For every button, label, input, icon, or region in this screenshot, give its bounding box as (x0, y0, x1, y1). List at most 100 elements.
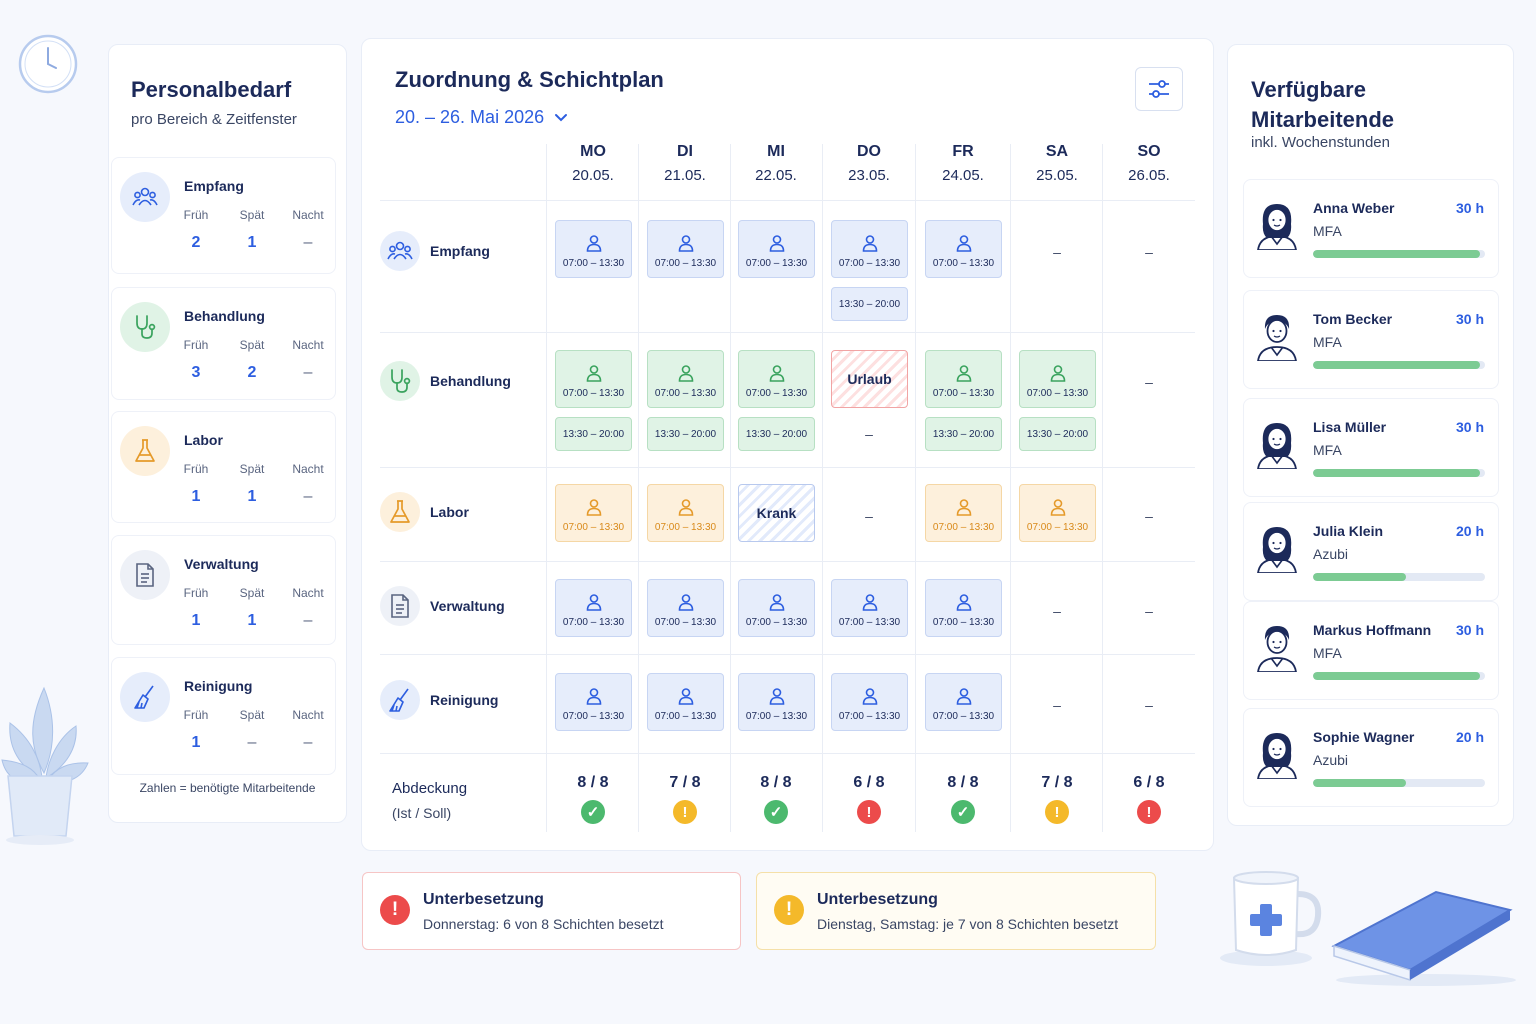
shift-slot[interactable]: 07:00 – 13:30 (555, 220, 632, 278)
employee-card[interactable]: Markus Hoffmann MFA 30 h (1243, 601, 1499, 700)
employee-hours: 20 h (1455, 523, 1484, 539)
employee-card[interactable]: Lisa Müller MFA 30 h (1243, 398, 1499, 497)
day-name: SA (1045, 143, 1069, 160)
shift-slot[interactable]: 07:00 – 13:30 (831, 220, 908, 278)
shift-slot[interactable]: 07:00 – 13:30 (647, 579, 724, 637)
check-circle-icon: ✓ (764, 800, 788, 824)
row-label-empfang: Empfang (380, 228, 490, 274)
shift-time: 07:00 – 13:30 (745, 711, 808, 722)
absence-slot[interactable]: Urlaub (831, 350, 908, 408)
shift-slot[interactable]: 07:00 – 13:30 (925, 220, 1002, 278)
shift-slot-late[interactable]: 13:30 – 20:00 (738, 417, 815, 451)
shift-slot-late[interactable]: 13:30 – 20:00 (555, 417, 632, 451)
shift-time: 07:00 – 13:30 (932, 258, 995, 269)
absence-label: Krank (756, 505, 797, 521)
employee-card[interactable]: Anna Weber MFA 30 h (1243, 179, 1499, 278)
shift-slot[interactable]: 07:00 – 13:30 (925, 579, 1002, 637)
employee-card[interactable]: Julia Klein Azubi 20 h (1243, 502, 1499, 601)
chevron-down-icon (555, 113, 568, 121)
required-count: 1 (247, 488, 257, 505)
shift-time: 07:00 – 13:30 (654, 258, 717, 269)
shift-time: 07:00 – 13:30 (838, 258, 901, 269)
employee-name: Lisa Müller (1313, 419, 1387, 435)
grid-line (822, 144, 823, 832)
person-icon (769, 594, 784, 611)
empty-cell: – (865, 508, 873, 524)
coverage-cell: 6 / 8 ! (823, 774, 915, 824)
employee-role: MFA (1313, 645, 1342, 661)
hours-progress-bar (1313, 361, 1485, 369)
schedule-title: Zuordnung & Schichtplan (395, 67, 664, 92)
coverage-cell: 7 / 8 ! (639, 774, 731, 824)
understaffing-alert-critical[interactable]: ! Unterbesetzung Donnerstag: 6 von 8 Sch… (362, 872, 741, 950)
required-count: 1 (191, 612, 201, 629)
day-date: 24.05. (942, 167, 984, 184)
shift-slot[interactable]: 07:00 – 13:30 (647, 673, 724, 731)
filter-button[interactable] (1135, 67, 1183, 111)
shift-slot[interactable]: 07:00 – 13:30 (738, 579, 815, 637)
shift-slot[interactable]: 07:00 – 13:30 (925, 350, 1002, 408)
warning-icon: ! (1045, 800, 1069, 824)
shift-slot-late[interactable]: 13:30 – 20:00 (1019, 417, 1096, 451)
shift-label: Früh (183, 708, 209, 722)
hours-progress-fill (1313, 779, 1406, 787)
schedule-panel: Zuordnung & Schichtplan 20. – 26. Mai 20… (361, 38, 1214, 851)
shift-slot[interactable]: 07:00 – 13:30 (925, 484, 1002, 542)
shift-time: 13:30 – 20:00 (932, 428, 995, 440)
shift-slot[interactable]: 07:00 – 13:30 (738, 220, 815, 278)
error-icon: ! (857, 800, 881, 824)
day-header: SA 25.05. (1011, 143, 1103, 184)
person-icon (862, 594, 877, 611)
coverage-ratio: 8 / 8 (577, 774, 609, 791)
shift-label: Früh (183, 208, 209, 222)
avatar (1257, 204, 1297, 250)
person-icon (956, 365, 971, 382)
empty-cell: – (1145, 508, 1153, 524)
shift-time: 07:00 – 13:30 (932, 711, 995, 722)
shift-slot[interactable]: 07:00 – 13:30 (647, 350, 724, 408)
empty-cell: – (1145, 697, 1153, 713)
employee-hours: 30 h (1455, 311, 1484, 327)
shift-slot[interactable]: 07:00 – 13:30 (1019, 350, 1096, 408)
hours-progress-bar (1313, 250, 1485, 258)
shift-slot[interactable]: 07:00 – 13:30 (555, 350, 632, 408)
shift-slot[interactable]: 07:00 – 13:30 (647, 220, 724, 278)
absence-slot[interactable]: Krank (738, 484, 815, 542)
shift-label: Nacht (292, 708, 324, 722)
shift-slot[interactable]: 07:00 – 13:30 (738, 673, 815, 731)
person-icon (769, 235, 784, 252)
row-name: Behandlung (430, 373, 511, 389)
shift-slot[interactable]: 07:00 – 13:30 (555, 579, 632, 637)
day-name: DI (677, 143, 693, 160)
shift-slot[interactable]: 07:00 – 13:30 (647, 484, 724, 542)
hours-progress-bar (1313, 779, 1485, 787)
shift-label: Spät (239, 208, 265, 222)
shift-time: 07:00 – 13:30 (562, 522, 625, 533)
empty-cell: – (1145, 374, 1153, 390)
dept-name: Verwaltung (184, 556, 259, 572)
stethoscope-icon (380, 361, 420, 401)
understaffing-alert-warning[interactable]: ! Unterbesetzung Dienstag, Samstag: je 7… (756, 872, 1156, 950)
shift-slot[interactable]: 07:00 – 13:30 (738, 350, 815, 408)
required-count: – (303, 612, 313, 629)
day-name: DO (857, 143, 881, 160)
date-range-selector[interactable]: 20. – 26. Mai 2026 (395, 107, 568, 128)
date-range-label: 20. – 26. Mai 2026 (395, 107, 545, 127)
shift-slot[interactable]: 07:00 – 13:30 (1019, 484, 1096, 542)
day-date: 23.05. (848, 167, 890, 184)
person-icon (862, 688, 877, 705)
available-staff-title: Verfügbare Mitarbeitende (1251, 77, 1395, 132)
shift-slot[interactable]: 07:00 – 13:30 (555, 484, 632, 542)
shift-time: 07:00 – 13:30 (562, 617, 625, 628)
employee-card[interactable]: Tom Becker MFA 30 h (1243, 290, 1499, 389)
shift-time: 13:30 – 20:00 (745, 428, 808, 440)
shift-slot[interactable]: 07:00 – 13:30 (831, 673, 908, 731)
shift-slot-late[interactable]: 13:30 – 20:00 (647, 417, 724, 451)
shift-slot-late[interactable]: 13:30 – 20:00 (831, 287, 908, 321)
employee-card[interactable]: Sophie Wagner Azubi 20 h (1243, 708, 1499, 807)
shift-slot[interactable]: 07:00 – 13:30 (925, 673, 1002, 731)
shift-slot[interactable]: 07:00 – 13:30 (831, 579, 908, 637)
shift-slot-late[interactable]: 13:30 – 20:00 (925, 417, 1002, 451)
shift-slot[interactable]: 07:00 – 13:30 (555, 673, 632, 731)
avatar (1257, 733, 1297, 779)
